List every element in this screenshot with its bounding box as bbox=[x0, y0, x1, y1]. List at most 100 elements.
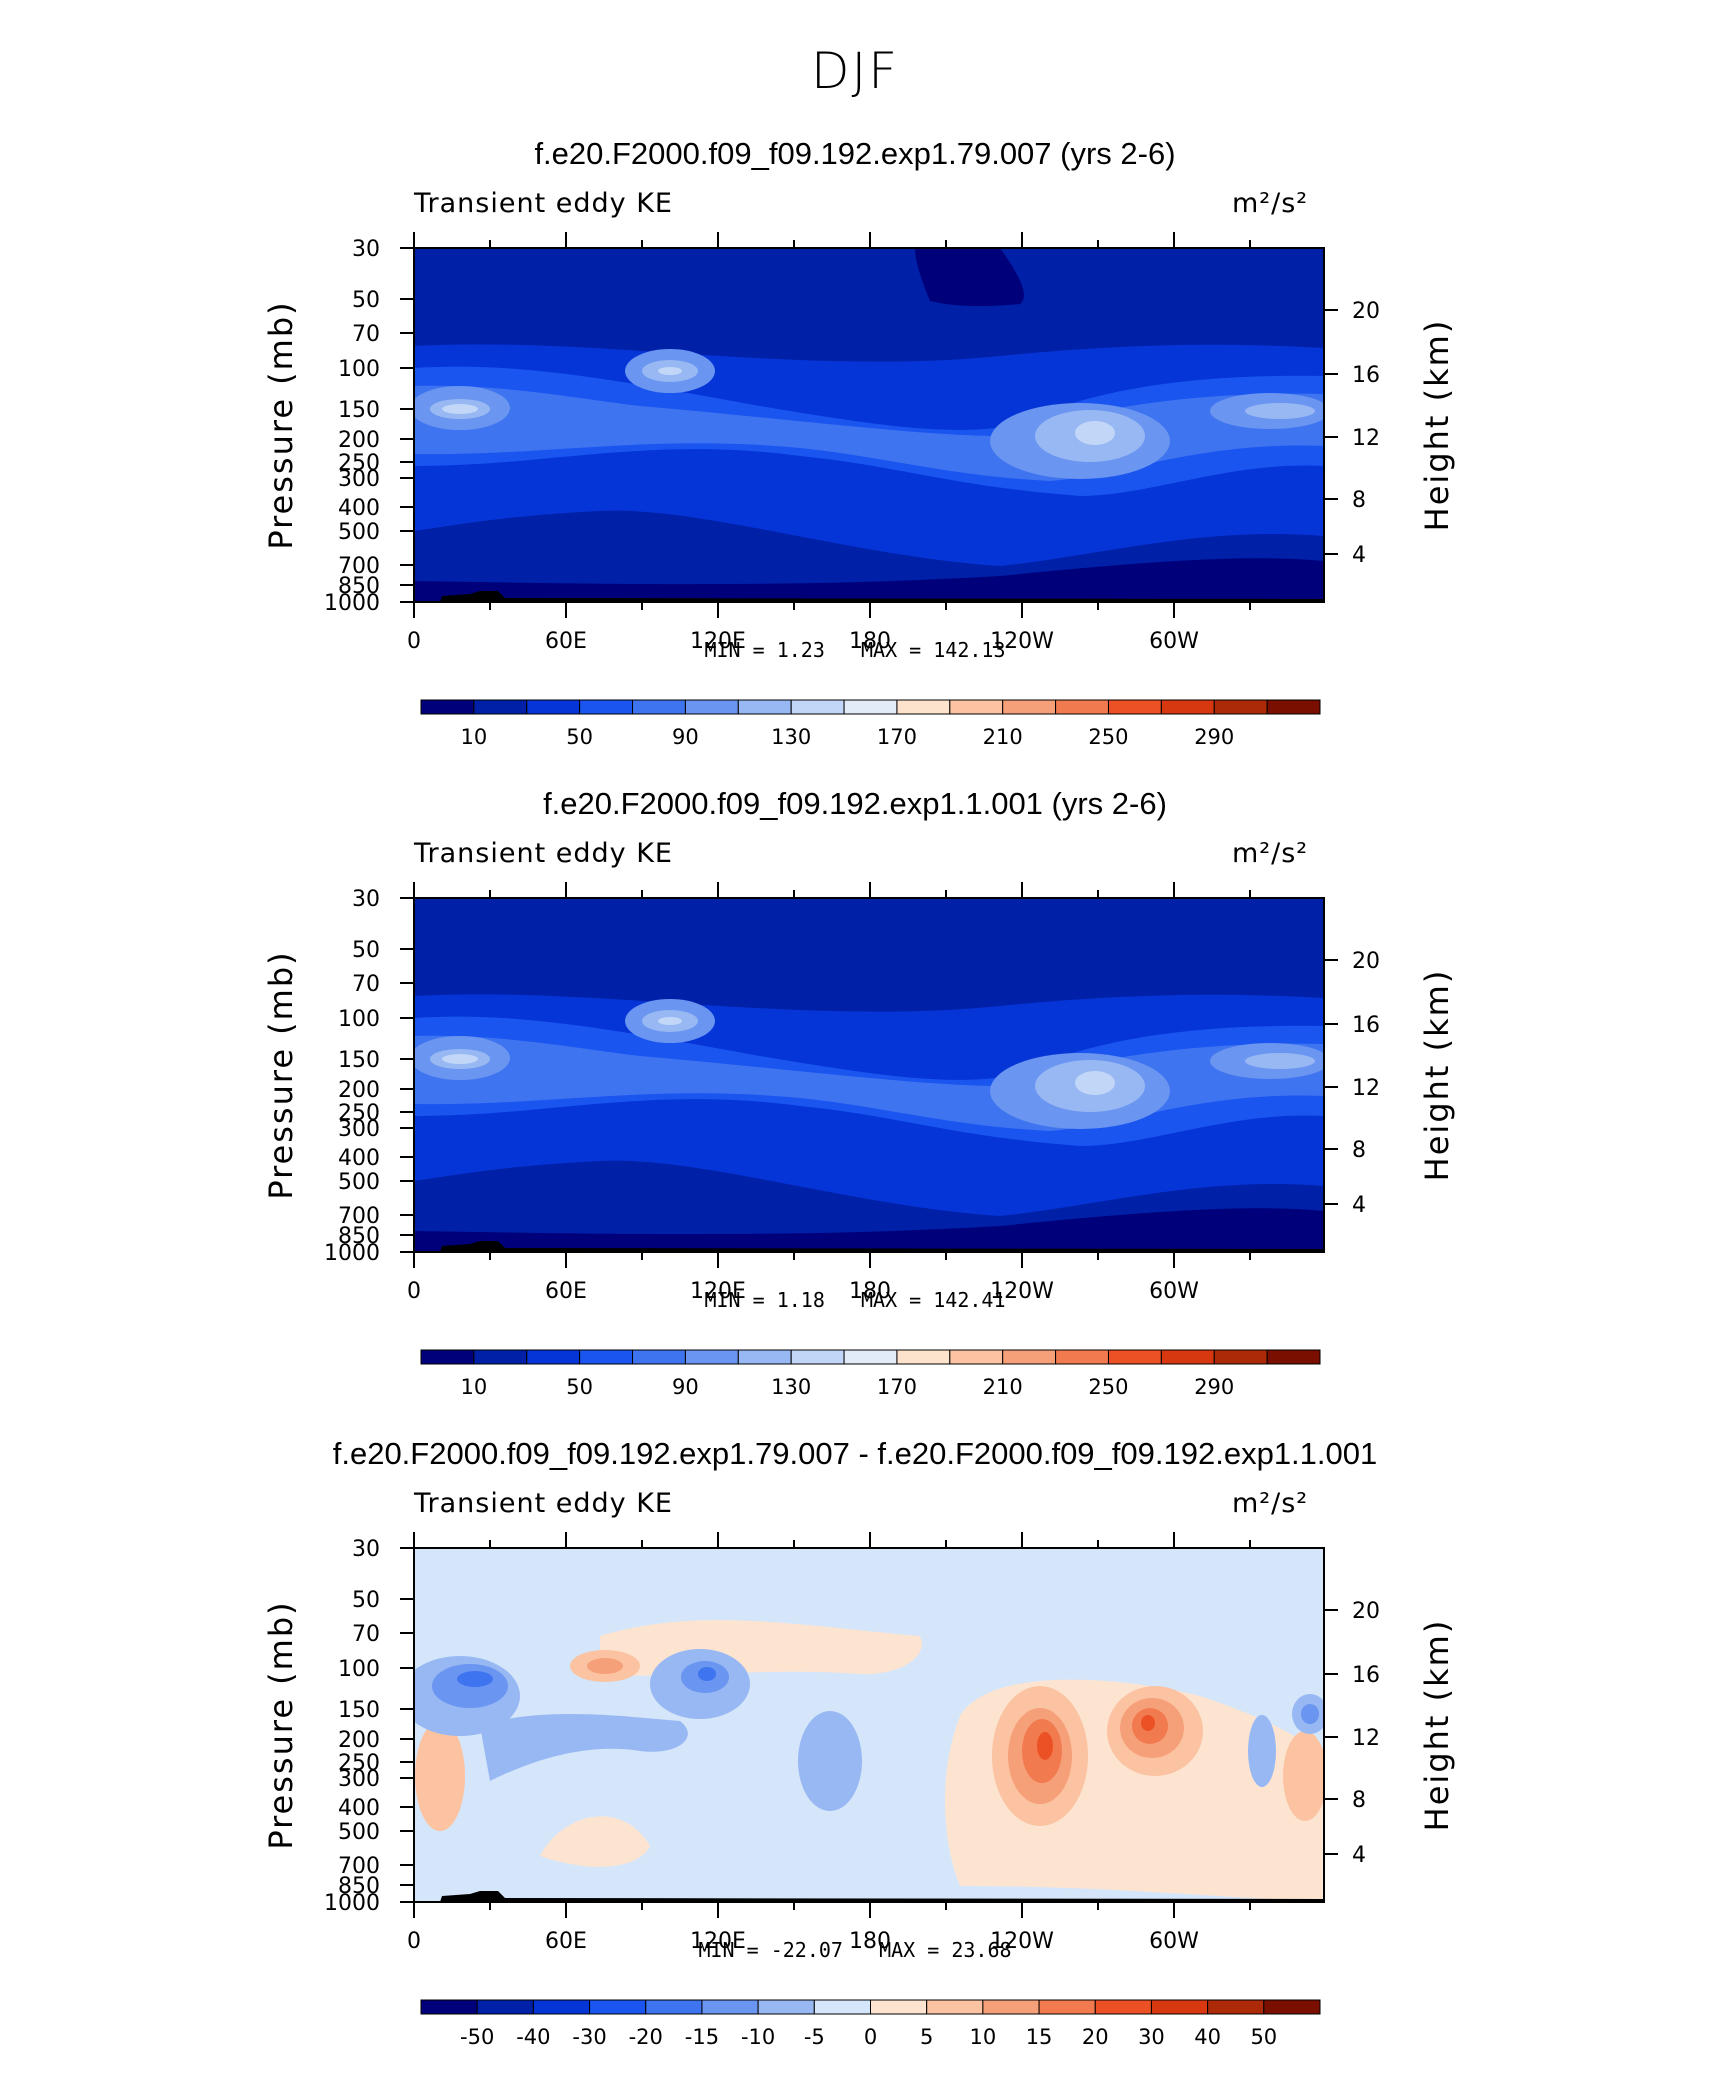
max-value: 142.13 bbox=[933, 638, 1006, 662]
right-y-tick-label: 8 bbox=[1352, 1788, 1366, 1813]
colorbar-label: 50 bbox=[566, 1375, 593, 1399]
colorbar-swatch bbox=[526, 1349, 581, 1365]
colorbar-label: 290 bbox=[1194, 1375, 1234, 1399]
contour-region bbox=[415, 1721, 465, 1831]
y-tick-label: 30 bbox=[352, 887, 380, 912]
colorbar-swatch bbox=[632, 1349, 686, 1365]
colorbar-swatch bbox=[1055, 699, 1109, 715]
y-tick-label: 100 bbox=[338, 1657, 380, 1682]
contour-region bbox=[1245, 1053, 1315, 1069]
x-tick-label: 180 bbox=[849, 629, 891, 654]
colorbar-swatch bbox=[1266, 1349, 1321, 1365]
x-tick-label: 120W bbox=[990, 1929, 1054, 1954]
x-tick-label: 0 bbox=[407, 629, 421, 654]
colorbar-swatch bbox=[1266, 699, 1321, 715]
colorbar-swatch bbox=[813, 1999, 871, 2015]
colorbar-swatch bbox=[1002, 1349, 1057, 1365]
topography bbox=[440, 591, 1324, 602]
colorbar-swatch bbox=[532, 1999, 591, 2015]
colorbar-label: 90 bbox=[672, 725, 699, 749]
y-tick-label: 70 bbox=[352, 972, 380, 997]
colorbar-label: 170 bbox=[877, 725, 917, 749]
x-tick-label: 120E bbox=[690, 1279, 746, 1304]
y-tick-label: 50 bbox=[352, 1588, 380, 1613]
colorbar-label: 290 bbox=[1194, 725, 1234, 749]
min-label: MIN = bbox=[704, 638, 777, 662]
colorbar-label: 10 bbox=[461, 1375, 488, 1399]
contour-plot: 0 60E 120E 180 120W 60W3050701001502002503004… bbox=[262, 232, 1456, 749]
y-tick-label: 1000 bbox=[324, 1891, 380, 1916]
colorbar-swatch bbox=[949, 699, 1004, 715]
contour-region bbox=[1301, 1704, 1319, 1724]
field-label: Transient eddy KE bbox=[414, 1488, 673, 1519]
colorbar-swatch bbox=[701, 1999, 759, 2015]
right-axis-title: Height (km) bbox=[1418, 319, 1456, 532]
colorbar-label: -40 bbox=[516, 2025, 550, 2049]
colorbar-label: 10 bbox=[970, 2025, 997, 2049]
contour-region bbox=[480, 1714, 688, 1781]
x-tick-label: 120W bbox=[990, 1279, 1054, 1304]
colorbar-swatch bbox=[1002, 699, 1057, 715]
x-tick-label: 60E bbox=[545, 1279, 587, 1304]
colorbar-swatch bbox=[645, 1999, 703, 2015]
contour-region bbox=[1248, 1715, 1276, 1787]
right-y-tick-label: 16 bbox=[1352, 1663, 1380, 1688]
colorbar-swatch bbox=[420, 699, 475, 715]
x-tick-label: 120E bbox=[690, 629, 746, 654]
min-value: 1.18 bbox=[776, 1288, 825, 1312]
colorbar-label: -15 bbox=[685, 2025, 719, 2049]
y-tick-label: 30 bbox=[352, 237, 380, 262]
contour-field bbox=[414, 1548, 1324, 1902]
colorbar-swatch bbox=[926, 1999, 984, 2015]
y-tick-label: 200 bbox=[338, 1078, 380, 1103]
x-tick-label: 60E bbox=[545, 1929, 587, 1954]
colorbar-label: 15 bbox=[1026, 2025, 1053, 2049]
colorbar-swatch bbox=[476, 1999, 534, 2015]
max-label: MAX = bbox=[861, 638, 934, 662]
x-tick-label: 60W bbox=[1149, 629, 1199, 654]
colorbar-swatch bbox=[684, 1349, 739, 1365]
right-y-tick-label: 20 bbox=[1352, 1599, 1380, 1624]
y-tick-label: 200 bbox=[338, 428, 380, 453]
colorbar-swatch bbox=[420, 1349, 475, 1365]
colorbar-label: 30 bbox=[1138, 2025, 1165, 2049]
y-tick-label: 150 bbox=[338, 1698, 380, 1723]
colorbar-swatch bbox=[589, 1999, 647, 2015]
panel-title: f.e20.F2000.f09_f09.192.exp1.79.007 - f.… bbox=[332, 1436, 1378, 1471]
y-tick-label: 500 bbox=[338, 1170, 380, 1195]
colorbar-label: 210 bbox=[983, 1375, 1023, 1399]
colorbar-swatch bbox=[526, 699, 581, 715]
colorbar-label: 10 bbox=[461, 725, 488, 749]
contour-plot: 0 60E 120E 180 120W 60W3050701001502002503004… bbox=[262, 882, 1456, 1399]
colorbar-swatch bbox=[1107, 1349, 1162, 1365]
y-tick-label: 700 bbox=[338, 1204, 380, 1229]
right-y-tick-label: 8 bbox=[1352, 488, 1366, 513]
min-label: MIN = bbox=[704, 1288, 777, 1312]
colorbar-swatch bbox=[949, 1349, 1004, 1365]
x-tick-label: 120E bbox=[690, 1929, 746, 1954]
colorbar-label: 40 bbox=[1194, 2025, 1221, 2049]
y-tick-label: 250 bbox=[338, 1101, 380, 1126]
contour-field bbox=[414, 248, 1324, 602]
contour-region bbox=[1283, 1731, 1324, 1821]
colorbar-label: -10 bbox=[741, 2025, 775, 2049]
y-tick-label: 1000 bbox=[324, 1241, 380, 1266]
colorbar-label: 5 bbox=[920, 2025, 933, 2049]
max-value: 23.68 bbox=[951, 1938, 1012, 1962]
contour-region bbox=[698, 1667, 716, 1681]
contour-region bbox=[915, 248, 1024, 307]
contour-field bbox=[414, 898, 1324, 1252]
colorbar-label: 130 bbox=[771, 1375, 811, 1399]
colorbar-swatch bbox=[473, 1349, 528, 1365]
min-max-stats: MIN = -22.07 MAX = 23.68 bbox=[0, 1938, 1710, 1962]
colorbar-swatch bbox=[420, 1999, 478, 2015]
colorbar-label: 210 bbox=[983, 725, 1023, 749]
colorbar-swatch bbox=[1055, 1349, 1109, 1365]
colorbar-swatch bbox=[1207, 1999, 1265, 2015]
y-tick-label: 700 bbox=[338, 1854, 380, 1879]
right-y-tick-label: 20 bbox=[1352, 949, 1380, 974]
y-tick-label: 250 bbox=[338, 1751, 380, 1776]
topography bbox=[440, 1891, 1324, 1902]
colorbar-swatch bbox=[1094, 1999, 1152, 2015]
contour-region bbox=[1075, 421, 1115, 445]
